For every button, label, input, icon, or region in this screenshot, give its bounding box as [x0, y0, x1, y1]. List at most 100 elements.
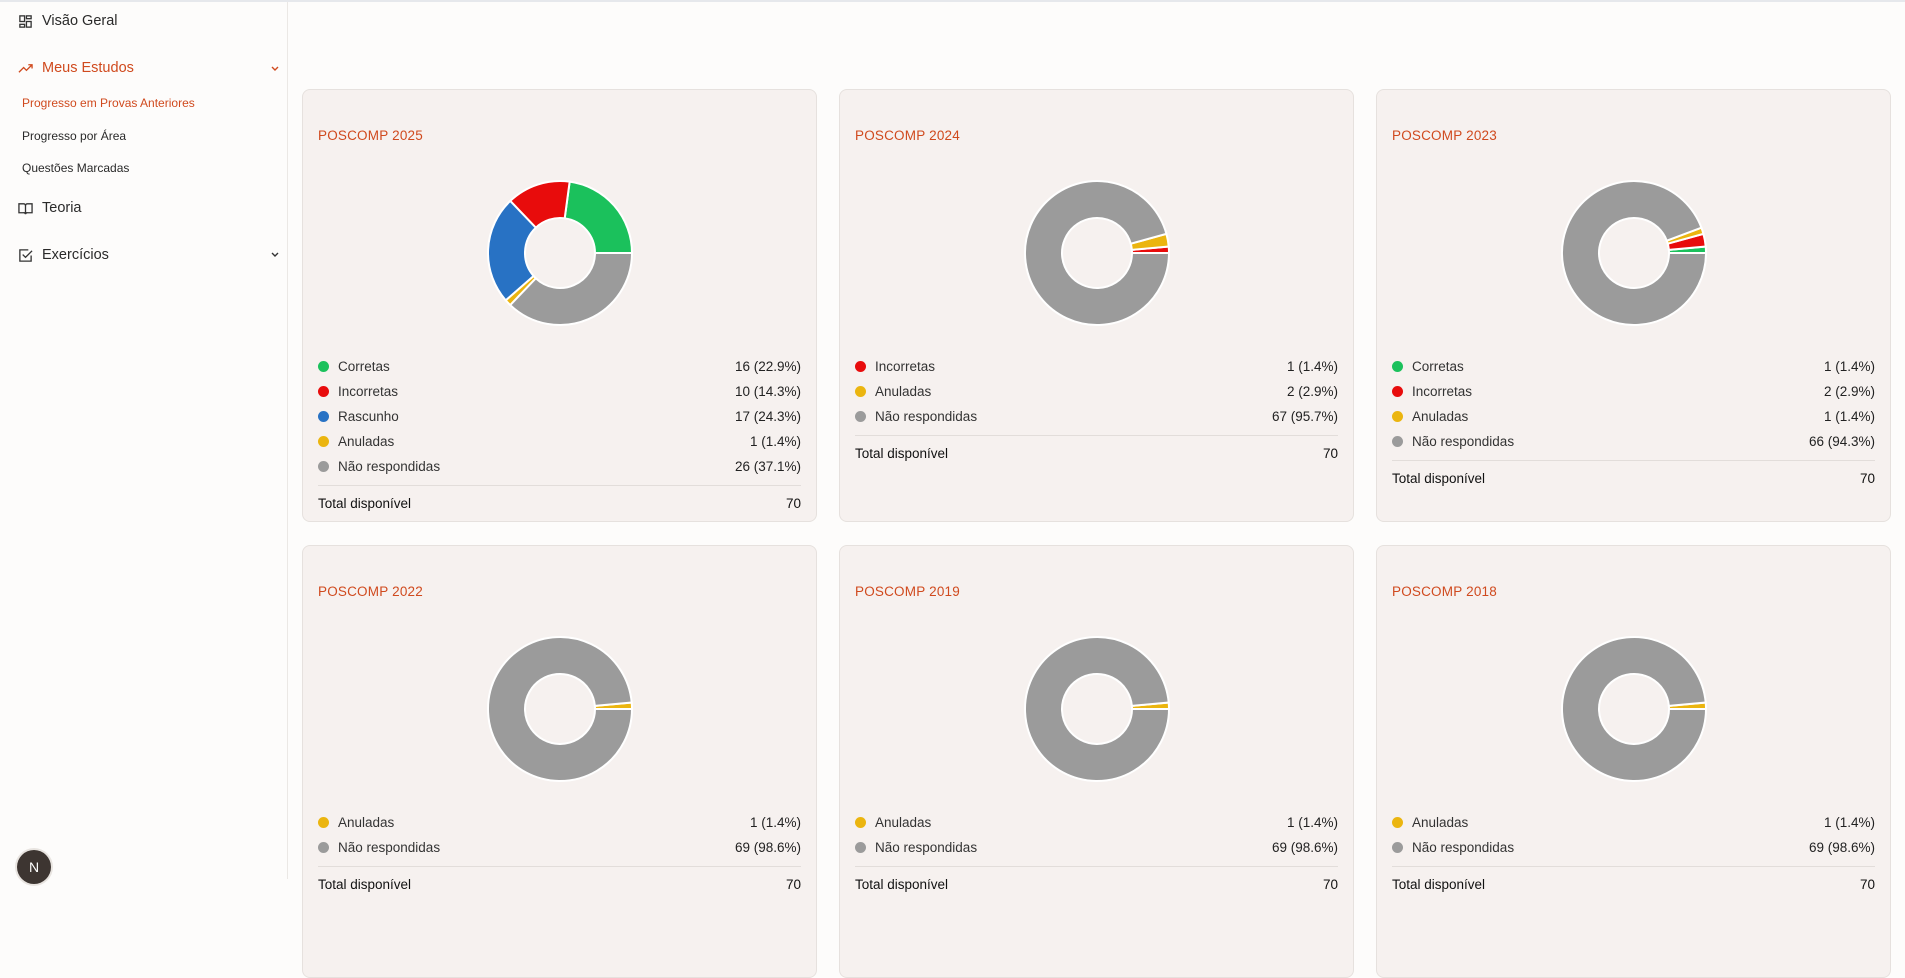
- sub-questoes-marcadas[interactable]: Questões Marcadas: [22, 161, 130, 175]
- nav-exercicios[interactable]: Exercícios: [18, 247, 109, 263]
- exam-card: POSCOMP 2024 Incorretas 1 (1.4%) Anuladas 2…: [839, 89, 1354, 522]
- total-value: 70: [785, 496, 801, 511]
- legend-value: 1 (1.4%): [1286, 815, 1338, 830]
- legend-dot: [318, 386, 329, 397]
- legend-value: 1 (1.4%): [1286, 359, 1338, 374]
- legend-value: 10 (14.3%): [734, 384, 801, 399]
- nav-visao-geral[interactable]: Visão Geral: [18, 13, 118, 29]
- legend-label: Corretas: [338, 359, 390, 374]
- sub-progresso-provas[interactable]: Progresso em Provas Anteriores: [22, 96, 195, 110]
- legend-item: Incorretas 1 (1.4%): [855, 354, 1338, 379]
- legend-label: Anuladas: [1412, 815, 1469, 830]
- card-title: POSCOMP 2018: [1392, 584, 1497, 599]
- total-value: 70: [785, 877, 801, 892]
- exam-card: POSCOMP 2018 Anuladas 1 (1.4%) Não respond…: [1376, 545, 1891, 978]
- exam-card: POSCOMP 2022 Anuladas 1 (1.4%) Não respond…: [302, 545, 817, 978]
- exam-card: POSCOMP 2025 Corretas 16 (22.9%) Incorreta…: [302, 89, 817, 522]
- exam-card: POSCOMP 2019 Anuladas 1 (1.4%) Não respond…: [839, 545, 1354, 978]
- card-title: POSCOMP 2022: [318, 584, 423, 599]
- legend-value: 67 (95.7%): [1271, 409, 1338, 424]
- legend-label: Corretas: [1412, 359, 1464, 374]
- legend-item: Anuladas 1 (1.4%): [1392, 810, 1875, 835]
- legend-label: Anuladas: [338, 434, 395, 449]
- legend-item: Anuladas 1 (1.4%): [318, 810, 801, 835]
- nav-label: Visão Geral: [42, 13, 118, 29]
- total-value: 70: [1859, 877, 1875, 892]
- legend-dot: [855, 817, 866, 828]
- legend-dot: [1392, 411, 1403, 422]
- donut-slice-não-respondidas[interactable]: [1024, 636, 1171, 782]
- trending-up-icon: [18, 63, 33, 73]
- legend-dot: [318, 436, 329, 447]
- legend-value: 66 (94.3%): [1808, 434, 1875, 449]
- donut-chart: [487, 180, 634, 326]
- legend-item: Corretas 1 (1.4%): [1392, 354, 1875, 379]
- legend-dot: [855, 842, 866, 853]
- book-open-icon: [18, 202, 33, 214]
- donut-chart: [1024, 636, 1171, 782]
- donut-slice-não-respondidas[interactable]: [487, 636, 634, 782]
- donut-slice-não-respondidas[interactable]: [1561, 636, 1708, 782]
- legend-item: Incorretas 2 (2.9%): [1392, 379, 1875, 404]
- total-label: Total disponível: [855, 877, 949, 892]
- nav-label: Meus Estudos: [42, 60, 134, 76]
- legend-label: Anuladas: [875, 815, 932, 830]
- legend-label: Anuladas: [338, 815, 395, 830]
- card-title: POSCOMP 2024: [855, 128, 960, 143]
- card-title: POSCOMP 2019: [855, 584, 960, 599]
- legend-dot: [855, 386, 866, 397]
- donut-slice-não-respondidas[interactable]: [1024, 180, 1171, 326]
- legend-dot: [1392, 386, 1403, 397]
- total-value: 70: [1322, 877, 1338, 892]
- legend-label: Não respondidas: [875, 840, 978, 855]
- nav-label: Exercícios: [42, 247, 109, 263]
- legend-value: 1 (1.4%): [1823, 359, 1875, 374]
- chevron-down-icon[interactable]: [270, 250, 280, 260]
- donut-slice-não-respondidas[interactable]: [1561, 180, 1708, 326]
- total-value: 70: [1859, 471, 1875, 486]
- nav-meus-estudos[interactable]: Meus Estudos: [18, 60, 288, 76]
- donut-slice-rascunho[interactable]: [487, 199, 538, 302]
- legend-label: Anuladas: [1412, 409, 1469, 424]
- legend-item: Não respondidas 69 (98.6%): [1392, 835, 1875, 860]
- dashboard-icon: [19, 14, 32, 28]
- avatar[interactable]: N: [17, 850, 51, 884]
- total-value: 70: [1322, 446, 1338, 461]
- legend-value: 69 (98.6%): [734, 840, 801, 855]
- legend-value: 26 (37.1%): [734, 459, 801, 474]
- legend-label: Anuladas: [875, 384, 932, 399]
- legend-item: Incorretas 10 (14.3%): [318, 379, 801, 404]
- legend-item: Anuladas 1 (1.4%): [318, 429, 801, 454]
- legend-item: Não respondidas 69 (98.6%): [855, 835, 1338, 860]
- legend-value: 1 (1.4%): [1823, 409, 1875, 424]
- checkbox-icon: [19, 248, 33, 262]
- total-row: Total disponível 70: [1392, 460, 1875, 486]
- nav-label: Teoria: [42, 200, 82, 216]
- card-title: POSCOMP 2025: [318, 128, 423, 143]
- total-row: Total disponível 70: [855, 435, 1338, 461]
- legend-item: Não respondidas 66 (94.3%): [1392, 429, 1875, 454]
- legend-item: Não respondidas 67 (95.7%): [855, 404, 1338, 429]
- exam-card: POSCOMP 2023 Corretas 1 (1.4%) Incorretas 2…: [1376, 89, 1891, 522]
- legend-dot: [318, 361, 329, 372]
- legend-item: Corretas 16 (22.9%): [318, 354, 801, 379]
- legend-label: Incorretas: [1412, 384, 1473, 399]
- donut-chart: [487, 636, 634, 782]
- nav-teoria[interactable]: Teoria: [18, 200, 82, 216]
- sub-progresso-area[interactable]: Progresso por Área: [22, 129, 127, 143]
- card-title: POSCOMP 2023: [1392, 128, 1497, 143]
- donut-slice-não-respondidas[interactable]: [508, 252, 634, 326]
- legend-item: Não respondidas 26 (37.1%): [318, 454, 801, 479]
- total-label: Total disponível: [1392, 471, 1486, 486]
- legend-label: Incorretas: [875, 359, 936, 374]
- legend-dot: [318, 461, 329, 472]
- legend-dot: [855, 361, 866, 372]
- total-label: Total disponível: [855, 446, 949, 461]
- total-row: Total disponível 70: [318, 485, 801, 511]
- legend-label: Não respondidas: [338, 840, 441, 855]
- chevron-down-icon[interactable]: [270, 64, 280, 74]
- donut-slice-corretas[interactable]: [563, 180, 634, 254]
- legend-value: 16 (22.9%): [734, 359, 801, 374]
- donut-chart: [1024, 180, 1171, 326]
- legend-dot: [1392, 436, 1403, 447]
